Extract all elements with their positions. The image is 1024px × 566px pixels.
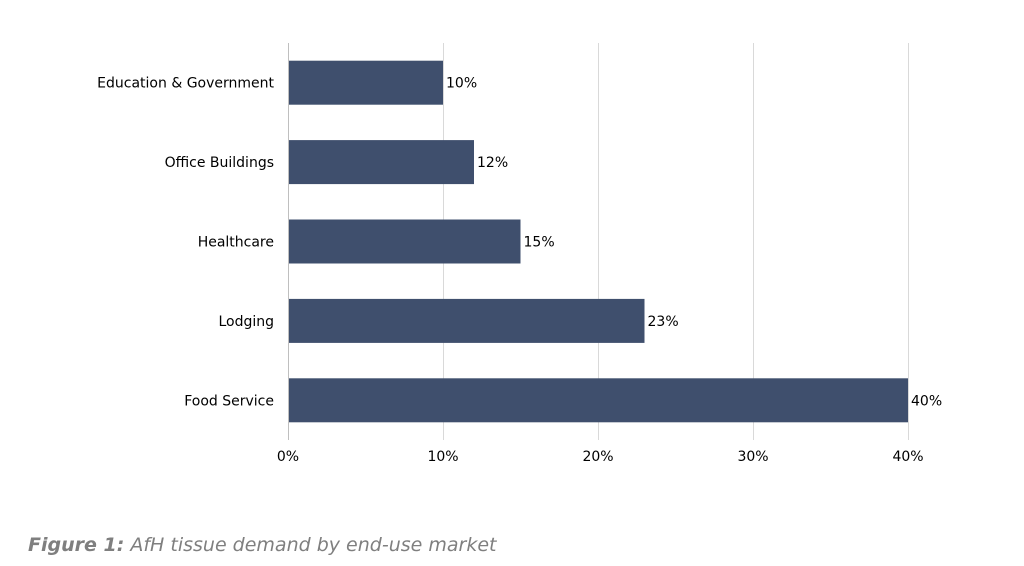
category-label: Lodging: [218, 314, 274, 330]
data-label: 15%: [524, 235, 555, 251]
gridlines: [288, 43, 909, 440]
bar: [289, 378, 908, 423]
bar: [289, 140, 474, 185]
x-tick-label: 40%: [892, 449, 923, 465]
bar: [289, 298, 645, 343]
category-labels: Education & Government Office Buildings He…: [97, 76, 274, 410]
data-label: 12%: [477, 155, 508, 171]
category-label: Healthcare: [198, 235, 274, 251]
x-axis-tick-labels: 0% 10% 20% 30% 40%: [277, 449, 924, 465]
bar: [289, 60, 443, 105]
bar: [289, 219, 521, 264]
caption-text: AfH tissue demand by end-use market: [130, 534, 497, 556]
category-label: Food Service: [184, 393, 274, 409]
bar-chart: Education & Government Office Buildings He…: [97, 43, 942, 465]
bars: [289, 60, 908, 423]
data-label: 23%: [648, 314, 679, 330]
x-tick-label: 10%: [427, 449, 458, 465]
data-labels: 10% 12% 15% 23% 40%: [446, 76, 942, 410]
data-label: 10%: [446, 76, 477, 92]
category-label: Education & Government: [97, 76, 274, 92]
x-tick-label: 0%: [277, 449, 299, 465]
x-tick-label: 30%: [737, 449, 768, 465]
data-label: 40%: [911, 393, 942, 409]
category-label: Office Buildings: [165, 155, 274, 171]
caption-label: Figure 1:: [28, 534, 125, 556]
figure-caption: Figure 1: AfH tissue demand by end-use m…: [28, 534, 496, 556]
x-tick-label: 20%: [582, 449, 613, 465]
